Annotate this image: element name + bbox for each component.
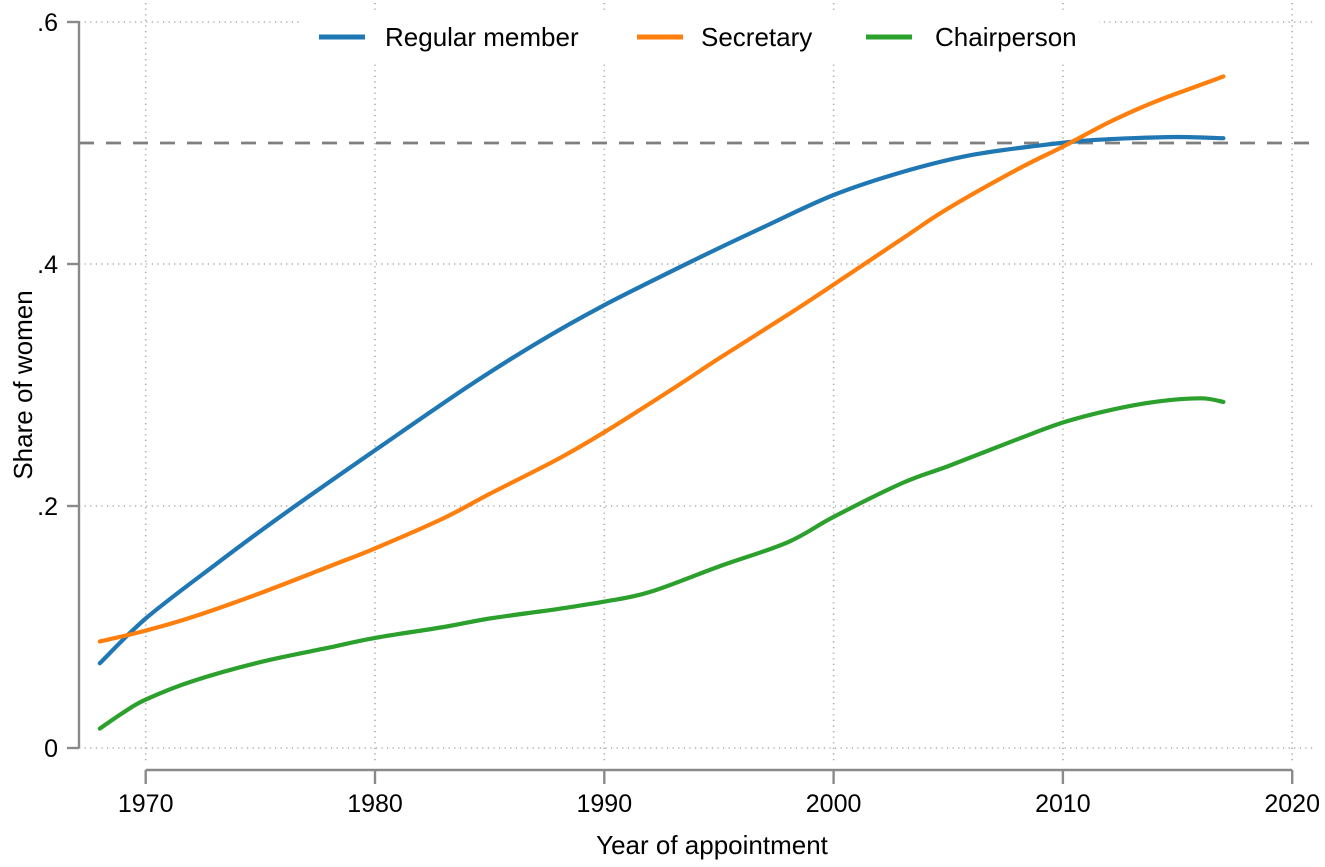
y-tick-label-0: 0 (44, 735, 58, 763)
x-tick-label-2000: 2000 (806, 790, 862, 818)
x-tick-label-1990: 1990 (576, 790, 632, 818)
legend-label-secretary: Secretary (701, 22, 812, 52)
series-curves (97, 74, 1226, 731)
x-tick-label-1980: 1980 (347, 790, 403, 818)
x-tick-label-2020: 2020 (1264, 790, 1320, 818)
y-tick-label-.2: .2 (37, 493, 58, 521)
legend-background (299, 11, 1099, 63)
axes: 0 .2 .4 .6 1970 1980 1990 2000 2010 2020 (37, 9, 1320, 818)
legend-label-chairperson: Chairperson (935, 22, 1077, 52)
series-line-chairperson (97, 396, 1226, 731)
series-line-secretary (97, 74, 1226, 644)
y-axis-title: Share of women (8, 290, 38, 479)
x-tick-label-1970: 1970 (118, 790, 174, 818)
legend-label-regular-member: Regular member (385, 22, 579, 52)
y-tick-label-.6: .6 (37, 9, 58, 37)
gridlines (79, 3, 1316, 763)
series-line-regular-member (97, 134, 1226, 666)
x-tick-label-2010: 2010 (1035, 790, 1091, 818)
y-tick-label-.4: .4 (37, 251, 58, 279)
legend: Regular member Secretary Chairperson (299, 11, 1099, 63)
x-axis-title: Year of appointment (596, 830, 829, 860)
